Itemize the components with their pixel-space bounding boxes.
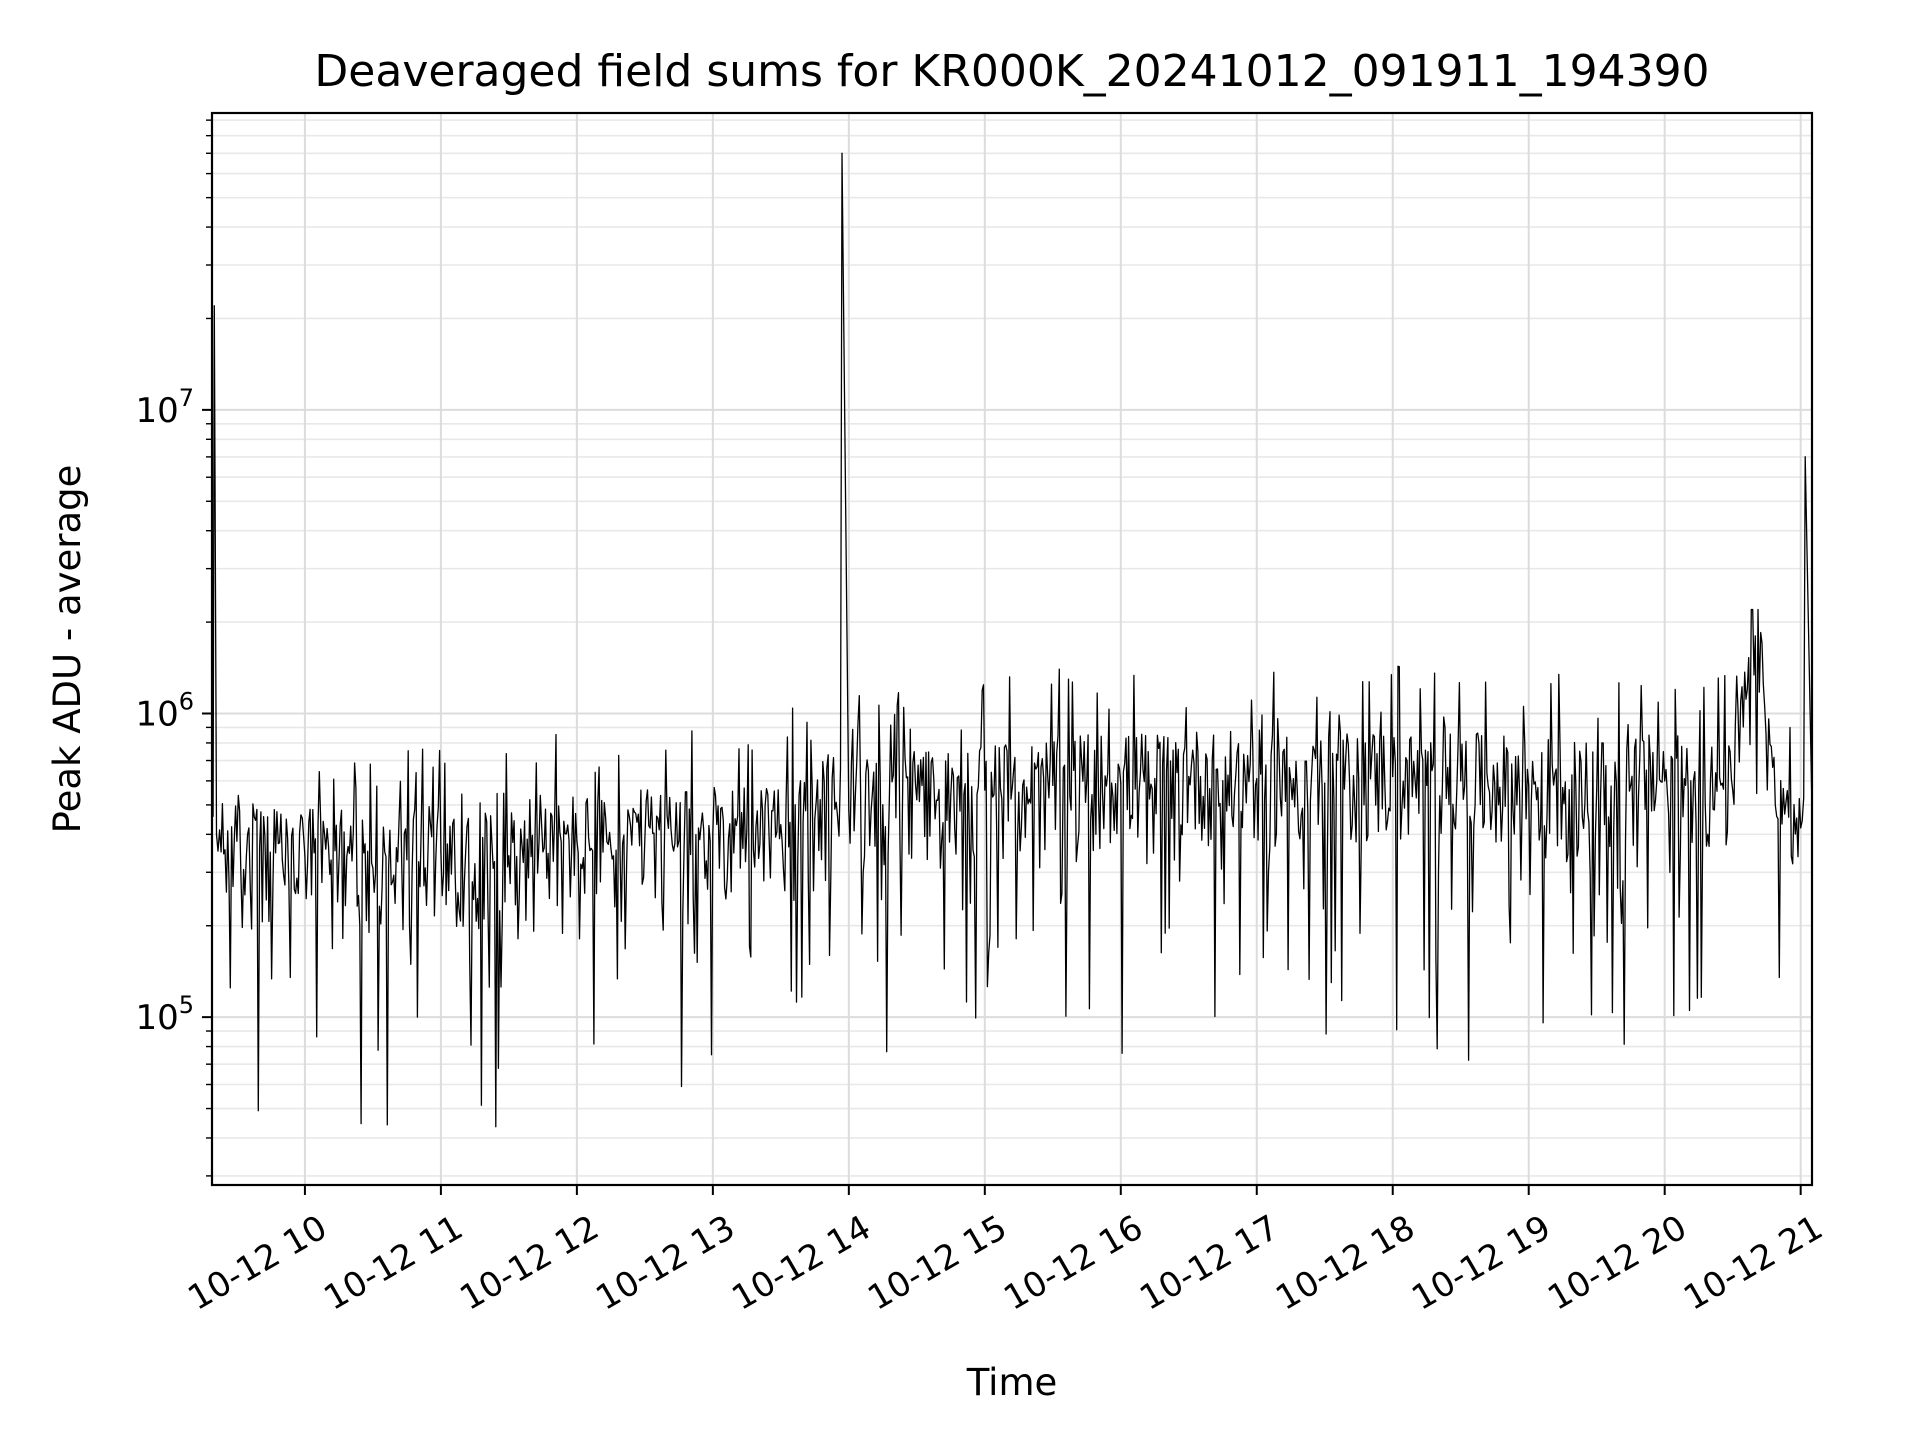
data-point — [712, 833, 714, 835]
data-point — [281, 859, 283, 861]
data-point — [1777, 818, 1779, 820]
data-point — [1596, 789, 1598, 791]
data-point — [882, 804, 884, 806]
y-axis-label: Peak ADU - average — [46, 465, 89, 834]
y-tick-label: 105 — [135, 991, 194, 1038]
data-point — [372, 867, 374, 869]
y-tick-label: 107 — [135, 384, 194, 431]
data-point — [406, 859, 408, 861]
data-point — [220, 851, 222, 853]
data-point — [1754, 635, 1756, 637]
data-point — [984, 789, 986, 791]
data-point — [1120, 782, 1122, 784]
data-point — [1460, 780, 1462, 782]
data-point — [1154, 778, 1156, 780]
data-point — [780, 824, 782, 826]
series-line — [211, 152, 1813, 1128]
data-point — [1018, 791, 1020, 793]
data-point — [746, 830, 748, 832]
data-point — [1324, 782, 1326, 784]
data-point — [259, 847, 261, 849]
data-point — [1256, 778, 1258, 780]
data-point — [1086, 780, 1088, 782]
data-point — [950, 794, 952, 796]
data-point — [1222, 780, 1224, 782]
y-tick-label: 106 — [135, 688, 194, 735]
data-point — [1562, 787, 1564, 789]
chart-title: Deaveraged field sums for KR000K_2024101… — [314, 46, 1709, 97]
data-point — [916, 799, 918, 801]
data-point — [848, 809, 850, 811]
data-point — [1804, 456, 1806, 458]
data-point — [836, 815, 839, 817]
data-point — [1358, 778, 1360, 780]
data-point — [610, 847, 612, 849]
data-point — [1732, 789, 1734, 791]
data-point — [1188, 775, 1190, 778]
data-point — [1664, 780, 1666, 782]
data-point — [1698, 789, 1700, 791]
data-point — [338, 863, 340, 865]
data-point — [440, 851, 442, 853]
data-point — [1528, 784, 1530, 786]
data-point — [213, 305, 215, 307]
data-point — [215, 833, 218, 835]
data-point — [508, 855, 510, 857]
data-point — [678, 840, 680, 842]
data-point — [644, 837, 646, 839]
data-point — [304, 855, 306, 857]
data-point — [1800, 827, 1802, 829]
data-point — [474, 863, 476, 865]
data-point — [1630, 784, 1632, 786]
data-point — [576, 840, 578, 842]
data-point — [1426, 784, 1428, 786]
plot-area — [210, 111, 1814, 1187]
data-point — [236, 840, 238, 842]
data-point — [1494, 782, 1496, 784]
data-point — [542, 851, 544, 853]
data-point — [1392, 775, 1394, 778]
data-point — [1290, 780, 1292, 782]
data-point — [814, 818, 816, 820]
x-axis-label: Time — [966, 1361, 1058, 1404]
data-point — [841, 152, 843, 154]
data-point — [1052, 784, 1054, 786]
